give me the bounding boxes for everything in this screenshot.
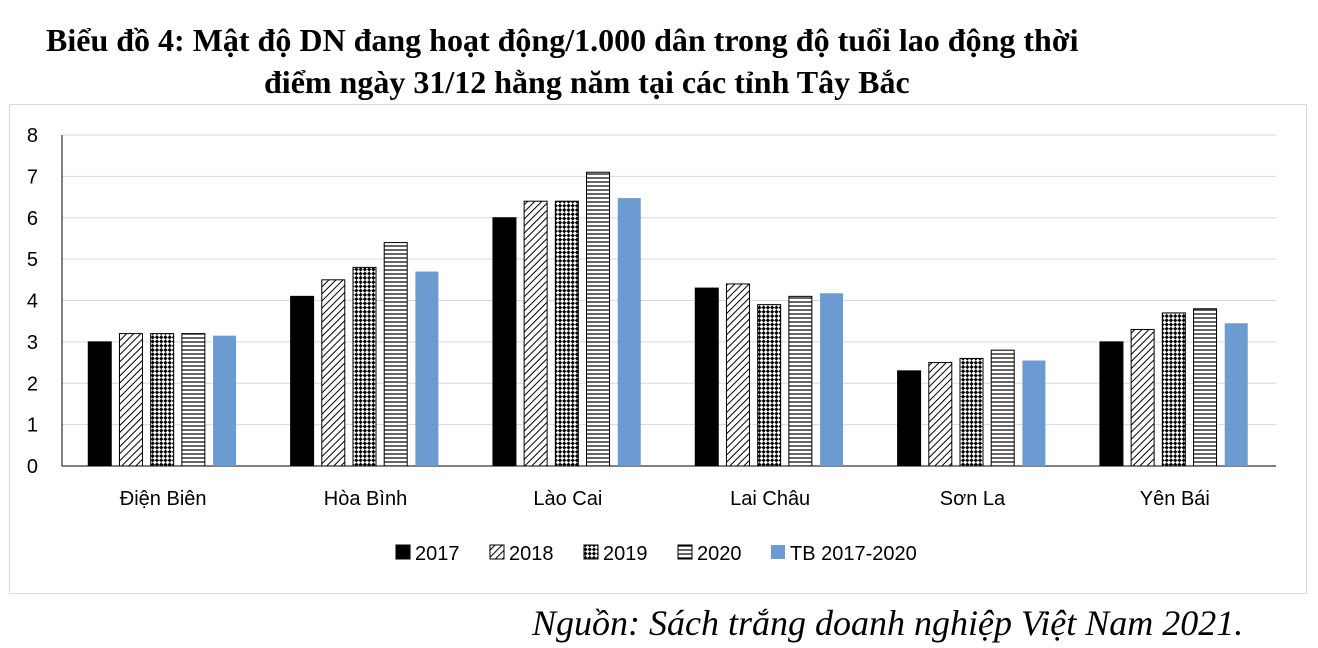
y-tick-label: 6 (27, 208, 38, 230)
bar (1130, 328, 1155, 467)
x-category-label: Lào Cai (533, 488, 602, 510)
chart-title-line-1: Biểu đồ 4: Mật độ DN đang hoạt động/1.00… (46, 22, 1079, 58)
bar (383, 242, 408, 467)
bar (694, 287, 719, 467)
bar (1099, 341, 1124, 467)
bar (820, 293, 844, 466)
bar (321, 279, 346, 467)
legend-label: 2019 (603, 543, 648, 565)
source-note: Nguồn: Sách trắng doanh nghiệp Việt Nam … (532, 603, 1244, 643)
y-tick-label: 7 (27, 166, 38, 188)
bars (87, 171, 1248, 467)
bar (990, 349, 1015, 467)
bar (181, 333, 206, 467)
legend-label: TB 2017-2020 (790, 543, 917, 565)
y-tick-label: 2 (27, 373, 38, 395)
y-tick-label: 1 (27, 415, 38, 437)
bar (959, 357, 984, 467)
y-tick-label: 8 (27, 125, 38, 147)
legend-label: 2017 (415, 543, 460, 565)
y-axis-ticks: 0 1 2 3 4 5 6 7 8 (27, 125, 38, 478)
bar (725, 283, 750, 467)
chart-title-line-2: điểm ngày 31/12 hằng năm tại các tỉnh Tâ… (264, 64, 910, 100)
x-axis-labels: Điện Biên Hòa Bình Lào Cai Lai Châu Sơn La Yê… (120, 488, 1210, 510)
x-category-label: Sơn La (940, 488, 1006, 510)
legend-swatch (677, 544, 693, 560)
bar (586, 171, 611, 467)
bar (87, 341, 112, 467)
bar (213, 335, 237, 466)
legend-label: 2020 (697, 543, 742, 565)
x-category-label: Yên Bái (1140, 488, 1210, 510)
y-tick-label: 4 (27, 291, 38, 313)
y-tick-label: 3 (27, 332, 38, 354)
legend-swatch (395, 544, 411, 560)
legend-swatch (771, 545, 785, 559)
y-tick-label: 0 (27, 456, 38, 478)
bar (1022, 360, 1046, 466)
bar (617, 198, 641, 467)
bar (150, 333, 175, 467)
legend: 2017 2018 2019 2020 TB 2017-2020 (395, 543, 917, 565)
bar (897, 370, 922, 467)
gridlines (61, 134, 1276, 467)
x-category-label: Hòa Bình (324, 488, 407, 510)
x-category-label: Điện Biên (120, 488, 207, 510)
legend-label: 2018 (509, 543, 554, 565)
bar (1193, 308, 1218, 467)
y-tick-label: 5 (27, 249, 38, 271)
bar (118, 333, 143, 467)
bar (1224, 323, 1248, 466)
bar (928, 362, 953, 467)
x-category-label: Lai Châu (730, 488, 810, 510)
bar (415, 271, 439, 466)
bar (352, 266, 377, 467)
bar (788, 295, 813, 467)
bar (1161, 312, 1186, 467)
legend-swatch (583, 544, 599, 560)
bar (290, 295, 315, 467)
legend-swatch (489, 544, 505, 560)
bar (523, 200, 548, 467)
bar (757, 304, 782, 467)
bar (492, 217, 517, 467)
bar (554, 200, 579, 467)
